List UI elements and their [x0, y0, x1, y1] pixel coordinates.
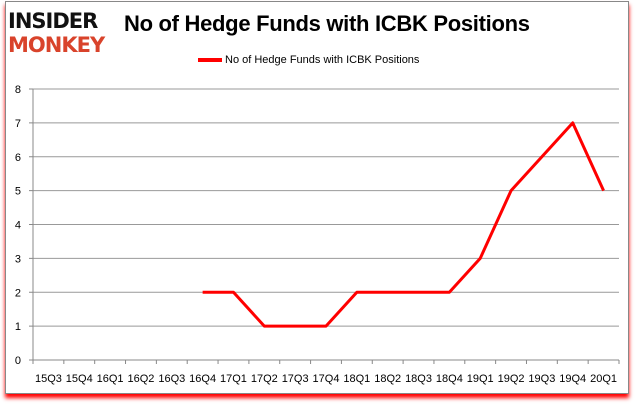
x-tick-label: 15Q3: [35, 373, 62, 385]
legend: No of Hedge Funds with ICBK Positions: [198, 54, 419, 66]
logo-line1: INSIDER: [8, 9, 98, 33]
y-tick-label: 8: [15, 84, 21, 96]
x-tick-label: 16Q1: [97, 373, 124, 385]
y-tick-label: 1: [15, 321, 21, 333]
y-tick-label: 6: [15, 152, 21, 164]
x-tick-label: 18Q1: [343, 373, 370, 385]
x-tick-label: 18Q2: [374, 373, 401, 385]
chart-title: No of Hedge Funds with ICBK Positions: [124, 11, 530, 36]
x-tick-label: 18Q3: [405, 373, 432, 385]
y-tick-label: 5: [15, 186, 21, 198]
x-tick-label: 19Q3: [528, 373, 555, 385]
y-tick-label: 7: [15, 118, 21, 130]
legend-swatch: [198, 58, 222, 62]
x-tick-label: 19Q4: [559, 373, 586, 385]
x-tick-label: 16Q4: [189, 373, 216, 385]
legend-label: No of Hedge Funds with ICBK Positions: [225, 54, 420, 66]
x-tick-label: 16Q2: [127, 373, 154, 385]
y-tick-label: 0: [15, 355, 21, 367]
x-tick-label: 17Q2: [251, 373, 278, 385]
x-tick-label: 15Q4: [66, 373, 93, 385]
chart-frame: [5, 1, 629, 394]
x-tick-label: 17Q1: [220, 373, 247, 385]
series-line: [202, 121, 605, 328]
x-tick-label: 17Q4: [313, 373, 340, 385]
x-tick-label: 20Q1: [590, 373, 617, 385]
x-tick-label: 19Q2: [498, 373, 525, 385]
y-tick-label: 4: [15, 220, 21, 232]
y-tick-label: 3: [15, 253, 21, 265]
x-tick-label: 19Q1: [467, 373, 494, 385]
x-tick-label: 17Q3: [282, 373, 309, 385]
x-tick-label: 18Q4: [436, 373, 463, 385]
logo-line2: MONKEY: [8, 33, 106, 56]
insider-monkey-logo: INSIDER MONKEY: [8, 9, 107, 56]
x-tick-label: 16Q3: [158, 373, 185, 385]
y-tick-label: 2: [15, 287, 21, 299]
